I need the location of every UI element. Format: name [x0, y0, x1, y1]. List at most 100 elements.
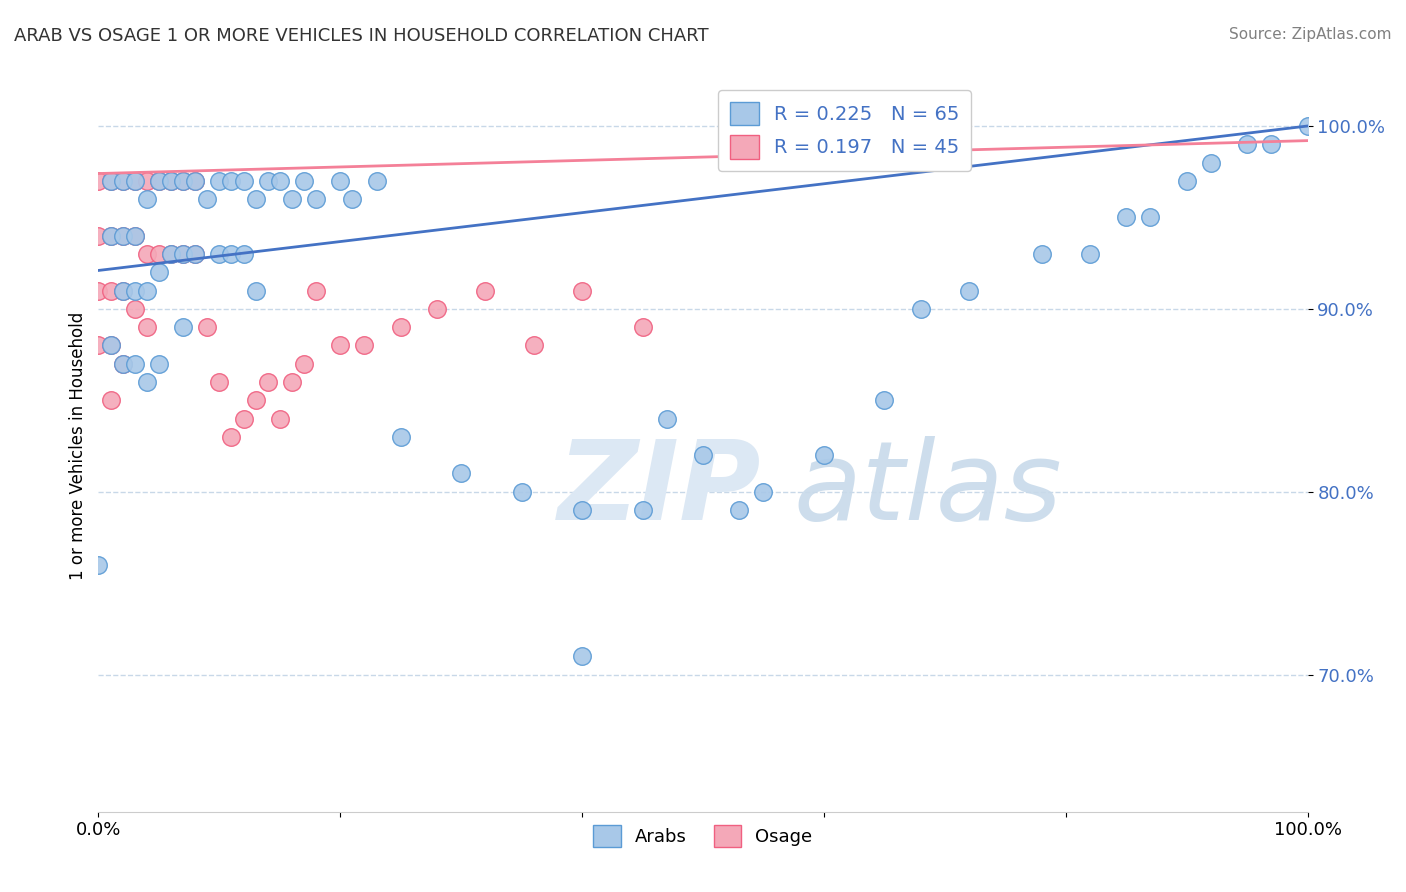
Point: [232, 247, 254, 261]
Point: [873, 393, 896, 408]
Point: [100, 174, 122, 188]
Point: [1260, 137, 1282, 152]
Point: [111, 228, 134, 243]
Point: [124, 174, 146, 188]
Point: [910, 301, 932, 316]
Point: [208, 247, 231, 261]
Point: [571, 503, 593, 517]
Point: [124, 301, 146, 316]
Point: [111, 174, 134, 188]
Point: [1236, 137, 1258, 152]
Point: [135, 247, 157, 261]
Point: [631, 320, 654, 334]
Point: [1175, 174, 1198, 188]
Point: [184, 247, 207, 261]
Point: [221, 247, 243, 261]
Legend: Arabs, Osage: Arabs, Osage: [586, 817, 820, 854]
Point: [160, 174, 183, 188]
Point: [366, 174, 388, 188]
Point: [195, 192, 218, 206]
Point: [135, 320, 157, 334]
Point: [389, 430, 412, 444]
Point: [245, 393, 267, 408]
Point: [571, 284, 593, 298]
Point: [172, 247, 194, 261]
Point: [124, 228, 146, 243]
Point: [148, 247, 170, 261]
Point: [1031, 247, 1053, 261]
Point: [135, 174, 157, 188]
Point: [1296, 119, 1319, 133]
Point: [281, 192, 304, 206]
Point: [100, 338, 122, 352]
Point: [474, 284, 496, 298]
Point: [281, 375, 304, 389]
Point: [160, 174, 183, 188]
Point: [172, 320, 194, 334]
Text: ARAB VS OSAGE 1 OR MORE VEHICLES IN HOUSEHOLD CORRELATION CHART: ARAB VS OSAGE 1 OR MORE VEHICLES IN HOUS…: [14, 27, 709, 45]
Point: [245, 192, 267, 206]
Point: [111, 174, 134, 188]
Point: [692, 448, 714, 462]
Point: [450, 467, 472, 481]
Point: [184, 174, 207, 188]
Point: [510, 484, 533, 499]
Point: [305, 192, 328, 206]
Point: [100, 393, 122, 408]
Point: [124, 228, 146, 243]
Point: [256, 174, 278, 188]
Point: [87, 558, 110, 572]
Point: [111, 284, 134, 298]
Point: [305, 284, 328, 298]
Point: [148, 357, 170, 371]
Point: [232, 411, 254, 425]
Point: [100, 228, 122, 243]
Point: [172, 174, 194, 188]
Point: [160, 247, 183, 261]
Point: [124, 357, 146, 371]
Point: [752, 484, 775, 499]
Point: [426, 301, 449, 316]
Point: [353, 338, 375, 352]
Point: [135, 375, 157, 389]
Point: [329, 174, 352, 188]
Point: [100, 174, 122, 188]
Point: [269, 174, 291, 188]
Point: [160, 247, 183, 261]
Point: [1199, 155, 1222, 169]
Y-axis label: 1 or more Vehicles in Household: 1 or more Vehicles in Household: [69, 312, 87, 580]
Point: [100, 338, 122, 352]
Point: [111, 228, 134, 243]
Point: [1078, 247, 1101, 261]
Point: [111, 357, 134, 371]
Point: [221, 174, 243, 188]
Point: [813, 448, 835, 462]
Point: [148, 265, 170, 279]
Point: [184, 247, 207, 261]
Point: [111, 357, 134, 371]
Point: [389, 320, 412, 334]
Point: [87, 228, 110, 243]
Point: [87, 284, 110, 298]
Point: [655, 411, 678, 425]
Point: [184, 174, 207, 188]
Point: [957, 284, 980, 298]
Point: [292, 357, 315, 371]
Point: [1115, 211, 1137, 225]
Point: [111, 284, 134, 298]
Point: [329, 338, 352, 352]
Point: [135, 284, 157, 298]
Text: ZIP: ZIP: [558, 436, 762, 543]
Point: [221, 430, 243, 444]
Point: [195, 320, 218, 334]
Point: [148, 174, 170, 188]
Point: [148, 174, 170, 188]
Text: Source: ZipAtlas.com: Source: ZipAtlas.com: [1229, 27, 1392, 42]
Point: [523, 338, 546, 352]
Point: [87, 338, 110, 352]
Point: [87, 174, 110, 188]
Point: [269, 411, 291, 425]
Point: [124, 174, 146, 188]
Point: [232, 174, 254, 188]
Point: [342, 192, 364, 206]
